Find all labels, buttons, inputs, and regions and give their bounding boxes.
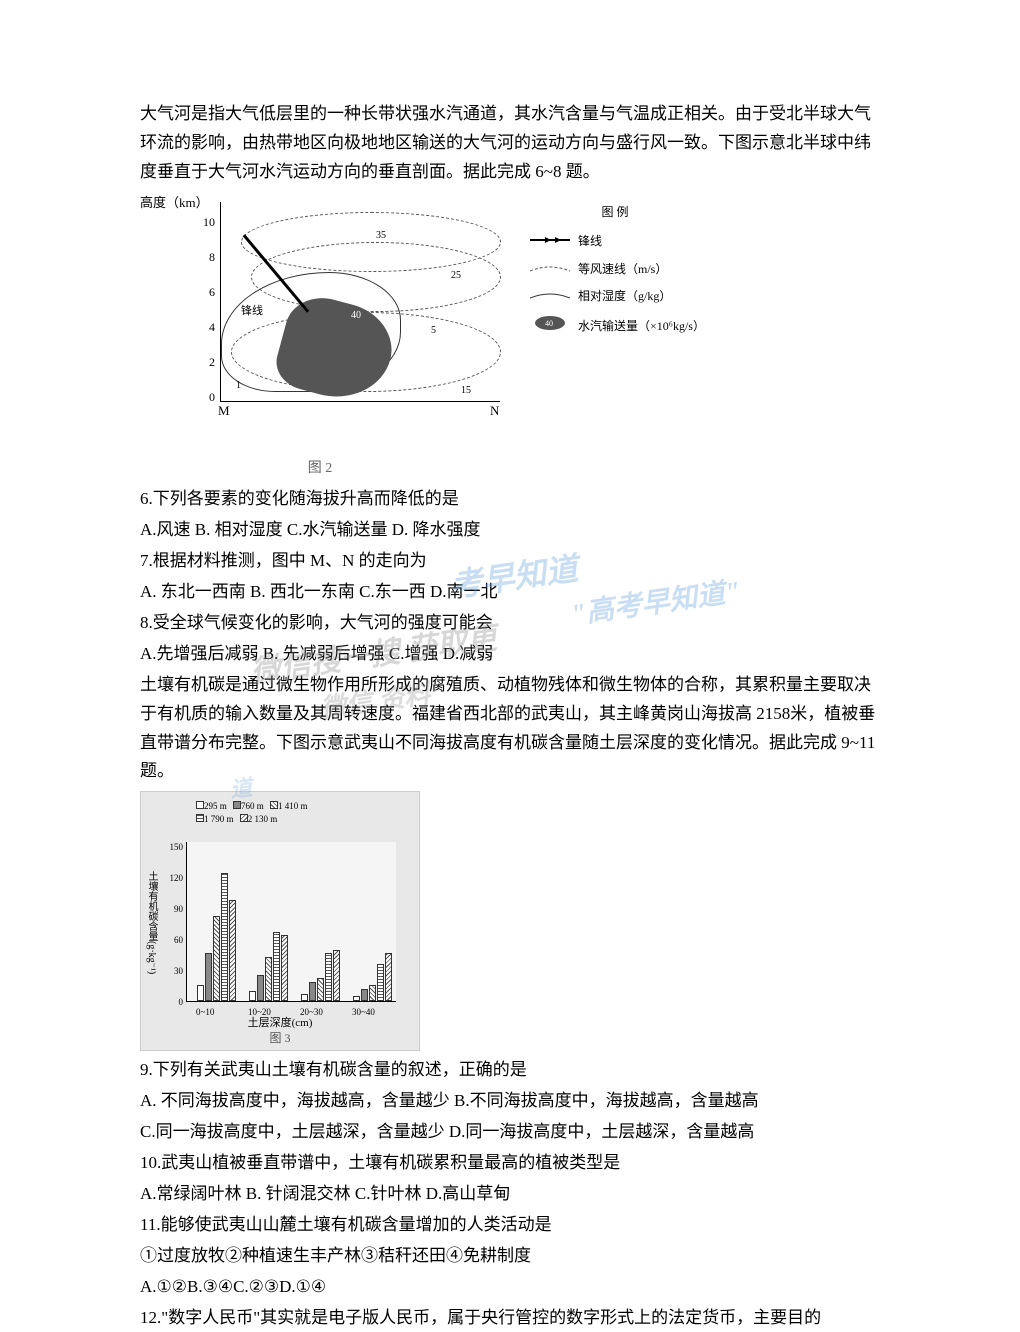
question-8-options: A.先增强后减弱 B. 先减弱后增强 C.增强 D.减弱 xyxy=(140,640,880,669)
y2-tick: 150 xyxy=(158,840,183,855)
legend-title: 图 例 xyxy=(530,202,700,224)
question-10-options: A.常绿阔叶林 B. 针阔混交林 C.针叶林 D.高山草甸 xyxy=(140,1180,880,1209)
contour-label: 25 xyxy=(451,267,461,284)
y-axis-label: 高度（km） xyxy=(140,192,209,214)
figure-2: 295 m 760 m 1 410 m 1 790 m 2 130 m 土壤有机… xyxy=(140,791,420,1051)
figure-2-caption: 图 3 xyxy=(141,1028,419,1048)
figure-1-container: 高度（km） 0 2 4 6 8 10 M N 锋线 35 25 5 40 15… xyxy=(140,192,880,481)
y-tick: 6 xyxy=(195,282,215,302)
svg-text:40: 40 xyxy=(545,319,553,328)
question-12: 12."数字人民币"其实就是电子版人民币，属于央行管控的数字形式上的法定货币，主… xyxy=(140,1304,880,1332)
legend: 图 例 锋线 等风速线（m/s） 相对湿度（g/kg） 40水汽输送量（×10⁶… xyxy=(530,202,700,346)
y2-tick: 30 xyxy=(158,964,183,979)
figure-1-caption: 图 2 xyxy=(140,457,500,481)
question-11: 11.能够使武夷山山麓土壤有机碳含量增加的人类活动是 xyxy=(140,1211,880,1240)
figure-1: 高度（km） 0 2 4 6 8 10 M N 锋线 35 25 5 40 15… xyxy=(140,192,700,452)
intro-paragraph-1: 大气河是指大气低层里的一种长带状强水汽通道，其水汽含量与气温成正相关。由于受北半… xyxy=(140,100,880,187)
intro-paragraph-2: 土壤有机碳是通过微生物作用所形成的腐殖质、动植物残体和微生物体的合称，其累积量主… xyxy=(140,671,880,787)
question-10: 10.武夷山植被垂直带谱中，土壤有机碳累积量最高的植被类型是 xyxy=(140,1149,880,1178)
y2-tick: 0 xyxy=(158,995,183,1010)
y2-tick: 90 xyxy=(158,902,183,917)
y-tick: 8 xyxy=(195,247,215,267)
contour-label: 15 xyxy=(461,382,471,399)
question-9: 9.下列有关武夷山土壤有机碳含量的叙述，正确的是 xyxy=(140,1056,880,1085)
y-tick: 10 xyxy=(195,212,215,232)
question-7-options: A. 东北一西南 B. 西北一东南 C.东一西 D.南一北 xyxy=(140,578,880,607)
x-tick-n: N xyxy=(490,400,499,422)
legend-item: 40水汽输送量（×10⁶kg/s） xyxy=(530,314,700,340)
question-11-options-2: A.①②B.③④C.②③D.①④ xyxy=(140,1273,880,1302)
y-tick: 0 xyxy=(195,387,215,407)
contour-label: 35 xyxy=(376,227,386,244)
contour-label: 5 xyxy=(431,322,436,339)
question-9-options-1: A. 不同海拔高度中，海拔越高，含量越少 B.不同海拔高度中，海拔越高，含量越高 xyxy=(140,1087,880,1116)
contour-label: 1 xyxy=(236,377,241,394)
question-6-options: A.风速 B. 相对湿度 C.水汽输送量 D. 降水强度 xyxy=(140,516,880,545)
legend-item: 等风速线（m/s） xyxy=(530,259,700,281)
legend-item: 锋线 xyxy=(530,231,700,253)
bar-chart-area xyxy=(186,842,396,1002)
question-6: 6.下列各要素的变化随海拔升高而降低的是 xyxy=(140,485,880,514)
bar-legend: 295 m 760 m 1 410 m 1 790 m 2 130 m xyxy=(196,800,308,825)
y2-tick: 60 xyxy=(158,933,183,948)
y-tick: 2 xyxy=(195,352,215,372)
question-8: 8.受全球气候变化的影响，大气河的强度可能会 xyxy=(140,609,880,638)
y-tick: 4 xyxy=(195,317,215,337)
question-7: 7.根据材料推测，图中 M、N 的走向为 xyxy=(140,547,880,576)
legend-item: 相对湿度（g/kg） xyxy=(530,286,700,308)
front-label: 锋线 xyxy=(241,302,263,321)
y2-tick: 120 xyxy=(158,871,183,886)
x-tick-m: M xyxy=(218,400,230,422)
chart-plot-area: 锋线 35 25 5 40 15 1 xyxy=(220,202,500,402)
contour-label: 40 xyxy=(351,307,361,324)
question-11-options-1: ①过度放牧②种植速生丰产林③秸秆还田④免耕制度 xyxy=(140,1242,880,1271)
question-9-options-2: C.同一海拔高度中，土层越深，含量越少 D.同一海拔高度中，土层越深，含量越高 xyxy=(140,1118,880,1147)
